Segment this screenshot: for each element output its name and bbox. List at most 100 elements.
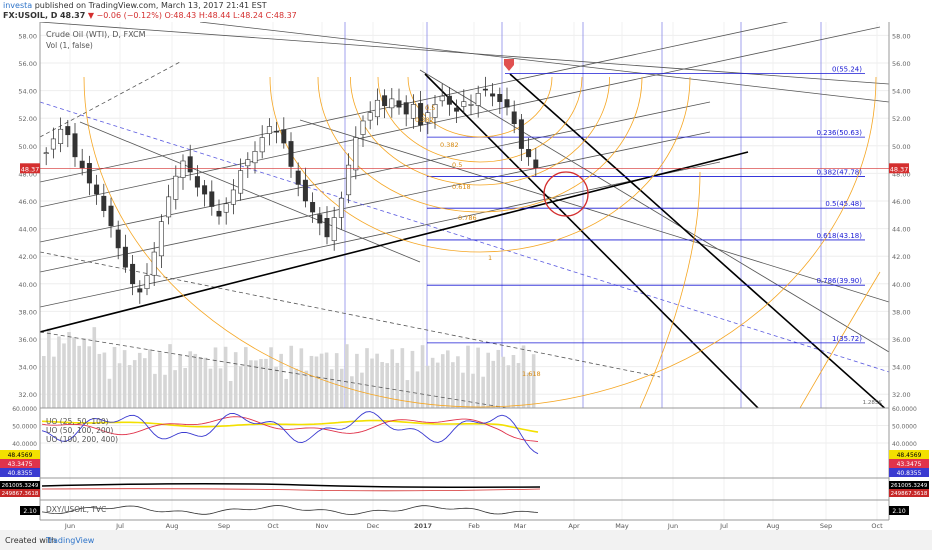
fib-arc bbox=[639, 171, 701, 408]
y-tick-right: 58.00 bbox=[892, 32, 911, 40]
candle-body bbox=[79, 160, 85, 169]
candle-body bbox=[360, 120, 366, 135]
volume-bar bbox=[137, 352, 142, 408]
candle-body bbox=[338, 197, 344, 218]
uo-value-tag-right bbox=[889, 459, 929, 468]
volume-bar bbox=[461, 372, 465, 408]
trend-line bbox=[199, 22, 889, 103]
volume-bar bbox=[198, 357, 203, 408]
candle-body bbox=[238, 170, 244, 194]
candle-body bbox=[115, 229, 121, 249]
volume-bar bbox=[314, 356, 319, 408]
candle-body bbox=[432, 104, 438, 118]
volume-bar bbox=[339, 368, 344, 408]
volume-bar bbox=[476, 347, 480, 408]
trend-line bbox=[40, 101, 889, 373]
volume-bar bbox=[456, 356, 460, 408]
candle-body bbox=[425, 112, 431, 123]
x-tick-label: 2017 bbox=[414, 522, 432, 530]
y-tick-right: 34.00 bbox=[892, 364, 911, 372]
candle-body bbox=[410, 104, 416, 119]
volume-bar bbox=[324, 352, 329, 408]
trend-line bbox=[40, 251, 661, 378]
chart-title: Crude Oil (WTI), D, FXCM bbox=[46, 30, 146, 39]
symbol-label[interactable]: FX:USOIL, D bbox=[3, 11, 58, 20]
volume-bar bbox=[304, 370, 309, 408]
y-tick-right: 40.00 bbox=[892, 281, 911, 289]
uo-value-left: 43.3475 bbox=[8, 461, 33, 468]
uo-value-tag-left bbox=[0, 450, 40, 459]
ratio-value-left: 249867.3618 bbox=[2, 491, 39, 497]
tradingview-brand[interactable]: TradingView bbox=[46, 536, 95, 545]
volume-bar bbox=[259, 359, 263, 408]
uo-tick-left: 60.0000 bbox=[12, 406, 37, 413]
fib-arc-label: 0.786 bbox=[458, 214, 477, 222]
trend-line bbox=[40, 22, 789, 183]
candle-body bbox=[324, 218, 330, 238]
candle-body bbox=[288, 141, 294, 167]
volume-bar bbox=[223, 346, 228, 408]
candle-body bbox=[295, 170, 301, 185]
ratio-legend: DXY/USOIL, TVC bbox=[46, 505, 106, 514]
last-price-tag-left bbox=[20, 163, 40, 174]
chart-overlays: 0(55.24) 0.236(50.63) 0.382(47.78) 0.5(45.4… bbox=[0, 59, 929, 515]
fib-arc bbox=[407, 76, 553, 138]
uo-value-right: 43.3475 bbox=[897, 461, 922, 468]
ratio-value-label-left: 2.10 bbox=[23, 508, 37, 515]
y-tick-left: 34.00 bbox=[18, 364, 37, 372]
volume-bar bbox=[92, 327, 97, 408]
candle-body bbox=[180, 160, 186, 178]
price-chart[interactable]: 58.00 58.00 56.00 56.00 54.00 54.00 52.00 52.00… bbox=[0, 22, 932, 530]
volume-bar bbox=[238, 366, 243, 408]
ratio-tag-right bbox=[889, 489, 929, 497]
volume-bar bbox=[42, 356, 46, 408]
volume-bar bbox=[188, 351, 193, 408]
candle-body bbox=[50, 138, 56, 150]
pitchfork-lines bbox=[40, 22, 889, 408]
candle-body bbox=[209, 191, 215, 207]
fib-level-label: 0.382(47.78) bbox=[816, 168, 862, 176]
ratio-value-left: 261005.3249 bbox=[2, 483, 39, 489]
candle-body bbox=[310, 202, 316, 213]
x-tick-label: Jun bbox=[64, 522, 75, 530]
last-price-label-right: 48.37 bbox=[890, 165, 909, 173]
candle-body bbox=[137, 288, 143, 293]
fib-arc bbox=[83, 76, 877, 408]
volume-bar bbox=[466, 345, 470, 408]
y-tick-right: 48.00 bbox=[892, 170, 911, 178]
uo-value-tag-right bbox=[889, 468, 929, 477]
candle-body bbox=[454, 107, 460, 112]
candle-body bbox=[72, 133, 78, 158]
fib-arc-label: 0.382 bbox=[415, 116, 434, 124]
y-tick-left: 40.00 bbox=[18, 281, 37, 289]
volume-bar bbox=[77, 345, 81, 408]
volume-bar bbox=[355, 353, 359, 408]
fib-arc-label: 0.618 bbox=[452, 183, 471, 191]
candles bbox=[43, 76, 539, 304]
trend-line bbox=[79, 121, 421, 263]
author-link[interactable]: investa bbox=[3, 1, 33, 10]
trend-line bbox=[40, 131, 711, 273]
trend-line bbox=[40, 26, 881, 208]
candle-body bbox=[194, 176, 200, 188]
candle-body bbox=[86, 163, 92, 184]
volume-bar bbox=[233, 352, 238, 408]
uo-value-tag-right bbox=[889, 450, 929, 459]
chart-axes: 58.00 58.00 56.00 56.00 54.00 54.00 52.00 52.00… bbox=[12, 22, 917, 530]
y-tick-right: 52.00 bbox=[892, 115, 911, 123]
created-with-label: Created with bbox=[5, 536, 57, 545]
x-tick-label: Jun bbox=[667, 522, 678, 530]
volume-bar bbox=[52, 356, 56, 408]
x-tick-label: Aug bbox=[166, 522, 179, 530]
volume-bar bbox=[148, 349, 152, 408]
support-trendline bbox=[40, 151, 749, 333]
y-tick-left: 42.00 bbox=[18, 253, 37, 261]
volume-bar bbox=[506, 365, 511, 408]
fib-level-label: 0.5(45.48) bbox=[825, 200, 862, 208]
volume-bar bbox=[511, 354, 516, 408]
fib-arc-label: 0.5 bbox=[425, 104, 435, 112]
volume-bar bbox=[405, 380, 410, 408]
y-tick-left: 44.00 bbox=[18, 226, 37, 234]
volume-bar bbox=[97, 353, 102, 408]
candle-body bbox=[374, 99, 380, 118]
